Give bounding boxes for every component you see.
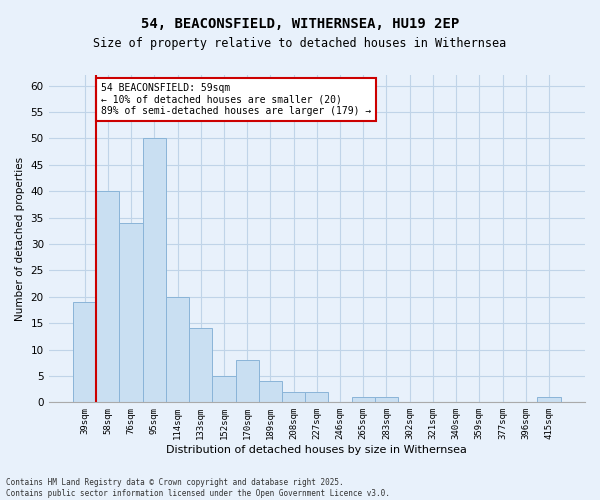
Text: Size of property relative to detached houses in Withernsea: Size of property relative to detached ho… (94, 38, 506, 51)
Bar (236, 360, 259, 403)
Bar (166, 296, 189, 403)
Bar (375, 397, 398, 402)
Bar (305, 392, 328, 402)
Text: 54, BEACONSFIELD, WITHERNSEA, HU19 2EP: 54, BEACONSFIELD, WITHERNSEA, HU19 2EP (141, 18, 459, 32)
Bar (538, 397, 560, 402)
Bar (352, 397, 375, 402)
Bar (282, 392, 305, 402)
Text: Contains HM Land Registry data © Crown copyright and database right 2025.
Contai: Contains HM Land Registry data © Crown c… (6, 478, 390, 498)
Bar (212, 376, 236, 402)
Bar (73, 302, 96, 402)
X-axis label: Distribution of detached houses by size in Withernsea: Distribution of detached houses by size … (166, 445, 467, 455)
Bar (143, 138, 166, 402)
Bar (259, 381, 282, 402)
Bar (96, 191, 119, 402)
Bar (189, 328, 212, 402)
Y-axis label: Number of detached properties: Number of detached properties (15, 156, 25, 320)
Text: 54 BEACONSFIELD: 59sqm
← 10% of detached houses are smaller (20)
89% of semi-det: 54 BEACONSFIELD: 59sqm ← 10% of detached… (101, 83, 371, 116)
Bar (119, 223, 143, 402)
